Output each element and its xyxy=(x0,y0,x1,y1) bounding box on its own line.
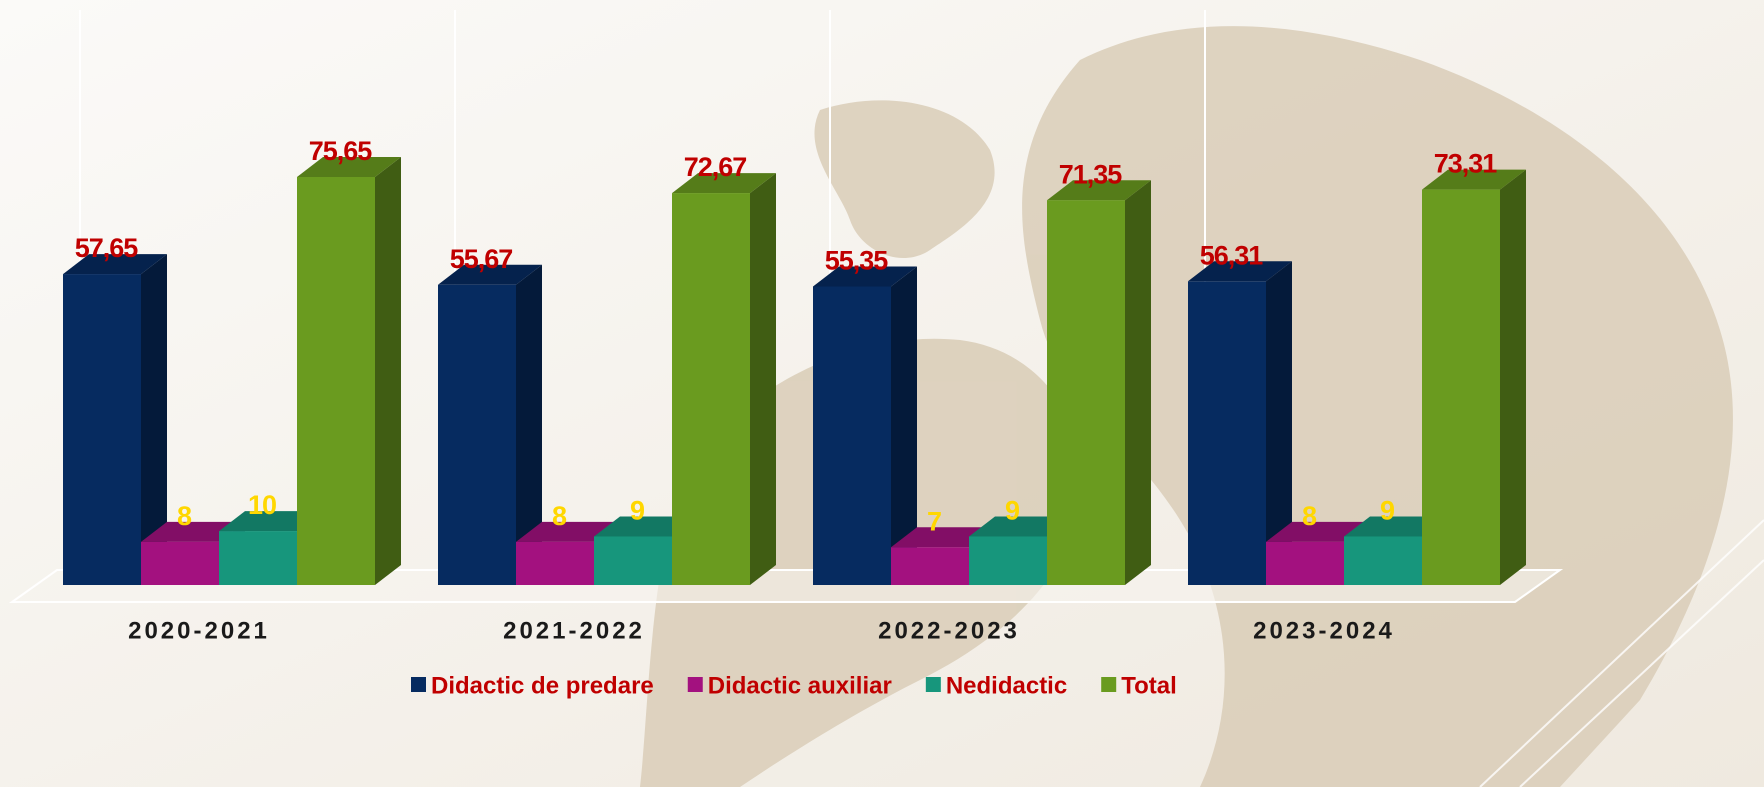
bar-side xyxy=(1500,169,1526,585)
legend-swatch xyxy=(411,677,426,692)
bar-top xyxy=(1188,261,1292,282)
x-tick-label: 2023-2024 xyxy=(1253,617,1395,644)
bar-side xyxy=(141,254,167,585)
legend-swatch xyxy=(687,677,703,692)
bar-side xyxy=(375,157,401,585)
bar xyxy=(297,177,375,585)
data-label: 56,31 xyxy=(1200,240,1264,270)
legend-label: Total xyxy=(1121,672,1177,699)
data-label: 9 xyxy=(1005,496,1020,526)
bar-top xyxy=(438,264,542,285)
x-tick-label: 2020-2021 xyxy=(128,617,270,644)
bar xyxy=(594,536,672,585)
bar xyxy=(1422,189,1500,585)
bar xyxy=(516,541,594,585)
bar-side xyxy=(1125,180,1151,585)
bar xyxy=(1344,536,1422,585)
data-label: 55,35 xyxy=(825,246,889,276)
legend-label: Nedidactic xyxy=(946,672,1067,699)
data-label: 10 xyxy=(248,490,276,520)
x-tick-label: 2021-2022 xyxy=(503,617,645,644)
data-label: 57,65 xyxy=(75,233,139,263)
data-label: 72,67 xyxy=(684,152,747,182)
bar-top xyxy=(813,266,917,287)
bar xyxy=(1047,200,1125,585)
data-label: 8 xyxy=(1302,501,1317,531)
data-label: 55,67 xyxy=(450,244,513,274)
bar-top xyxy=(63,254,167,275)
data-label: 9 xyxy=(1380,496,1395,526)
data-label: 8 xyxy=(552,501,567,531)
legend-swatch xyxy=(1101,677,1117,692)
bar xyxy=(672,193,750,586)
data-label: 73,31 xyxy=(1434,149,1498,179)
bar xyxy=(1266,541,1344,585)
bar xyxy=(891,547,969,585)
bar-top xyxy=(297,157,401,177)
bar xyxy=(813,286,891,585)
floor xyxy=(8,569,1564,603)
bar xyxy=(141,541,219,585)
data-label: 7 xyxy=(927,506,941,536)
data-label: 9 xyxy=(630,496,645,526)
bar-top xyxy=(1422,169,1526,190)
bar-side xyxy=(516,264,542,585)
decor-lines xyxy=(1479,519,1764,787)
data-label: 75,65 xyxy=(309,136,373,166)
x-tick-label: 2022-2023 xyxy=(878,617,1020,644)
bar xyxy=(969,536,1047,585)
legend-label: Didactic de predare xyxy=(431,672,654,699)
bar-side xyxy=(750,173,776,586)
bar-side xyxy=(1266,261,1292,585)
bar-side xyxy=(891,266,917,585)
bar xyxy=(219,531,297,585)
data-label: 71,35 xyxy=(1059,159,1123,189)
bar xyxy=(438,284,516,585)
bar xyxy=(63,274,141,585)
bar-top xyxy=(1047,180,1151,201)
legend-swatch xyxy=(925,677,941,692)
data-label: 8 xyxy=(177,501,192,531)
bar-top xyxy=(672,173,776,194)
bar xyxy=(1188,281,1266,585)
legend-label: Didactic auxiliar xyxy=(708,672,892,699)
